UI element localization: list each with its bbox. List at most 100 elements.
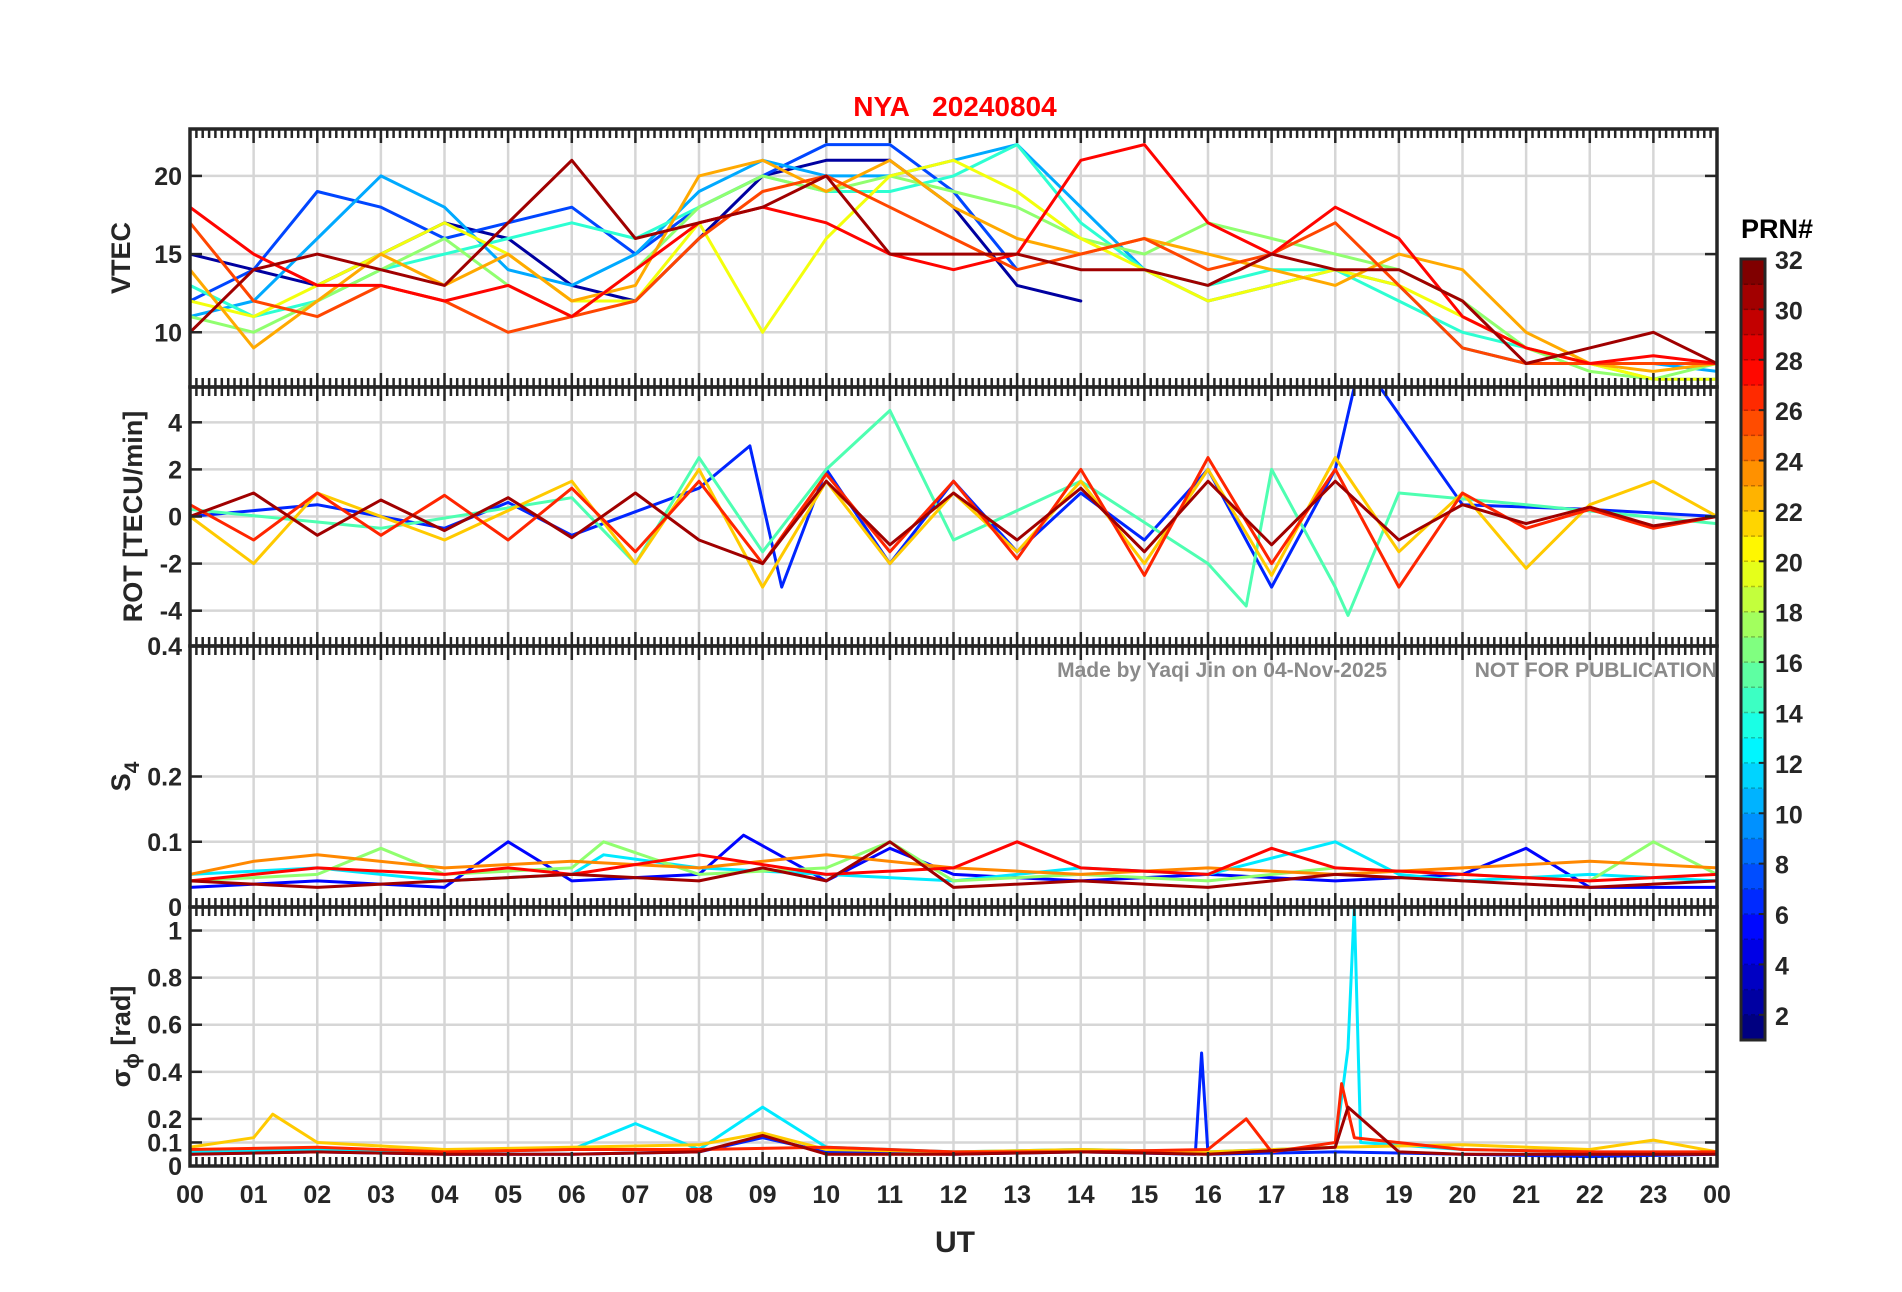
colorbar-segment: [1741, 586, 1765, 613]
series-group: [190, 143, 1717, 381]
x-tick-label: 11: [877, 1181, 904, 1209]
colorbar-tick-label: 14: [1775, 700, 1803, 728]
y-tick-label: -2: [160, 551, 182, 579]
y-tick-label: 0.8: [147, 965, 182, 993]
x-tick-label: 00: [1703, 1181, 1731, 1209]
x-tick-label: 04: [431, 1181, 459, 1209]
colorbar-tick-label: 32: [1775, 247, 1803, 275]
colorbar-tick-label: 8: [1775, 852, 1789, 880]
colorbar-segment: [1741, 259, 1765, 285]
watermark-author: Made by Yaqi Jin on 04-Nov-2025: [1057, 659, 1387, 682]
panel-4: 00.10.2 0.4 0.6 0.8 1 σϕ [rad]: [106, 905, 1719, 1181]
chart-title: NYA 20240804: [853, 91, 1057, 122]
y-tick-label: 20: [154, 163, 182, 191]
colorbar-segment: [1741, 788, 1765, 814]
x-tick-label: 17: [1258, 1181, 1286, 1209]
colorbar-segment: [1741, 687, 1765, 714]
x-tick-label: 21: [1512, 1181, 1540, 1209]
colorbar-segment: [1741, 284, 1765, 310]
colorbar-segment: [1741, 485, 1765, 512]
y-tick-label: 0.1: [147, 829, 182, 857]
y-tick-label: 0: [168, 894, 182, 922]
y-tick-label: 1: [168, 918, 182, 946]
colorbar-segment: [1741, 636, 1765, 663]
y-tick-label: 10: [154, 319, 182, 347]
series-line-prn-27: [190, 1082, 1717, 1154]
y-tick-label: 0.2: [147, 764, 182, 792]
colorbar-segment: [1741, 359, 1765, 386]
x-tick-label: 05: [494, 1181, 522, 1209]
series-group: [190, 387, 1717, 617]
series-line-prn-28: [190, 143, 1717, 365]
series-line-prn-27: [190, 456, 1717, 589]
x-tick-label: 22: [1576, 1181, 1604, 1209]
colorbar-tick-label: 4: [1775, 952, 1789, 980]
y-axis-label: ROT [TECU/min]: [118, 411, 148, 622]
x-tick-label: 06: [558, 1181, 586, 1209]
x-tick-label: 16: [1194, 1181, 1222, 1209]
colorbar-segment: [1741, 838, 1765, 865]
colorbar-texture: [1744, 283, 1762, 1016]
y-tick-label: 2: [168, 456, 182, 484]
colorbar-segment: [1741, 536, 1765, 562]
x-tick-label: 15: [1130, 1181, 1158, 1209]
colorbar-tick-label: 6: [1775, 902, 1789, 930]
x-tick-label: 00: [176, 1181, 204, 1209]
panel-2: -4 -2 0 2 4 ROT [TECU/min]: [118, 385, 1719, 648]
y-tick-label: 0.1: [147, 1129, 182, 1157]
y-tick-label: 4: [168, 409, 182, 437]
y-axis-label: VTEC: [106, 222, 136, 294]
y-tick-label: 0: [168, 504, 182, 532]
x-tick-label: 02: [303, 1181, 331, 1209]
colorbar-tick-label: 10: [1775, 801, 1803, 829]
watermark-notice: NOT FOR PUBLICATION: [1475, 659, 1717, 682]
series-line-prn-14: [190, 143, 1717, 381]
colorbar-tick-label: 2: [1775, 1003, 1789, 1031]
x-tick-label: 01: [240, 1181, 268, 1209]
colorbar-tick-label: 28: [1775, 348, 1803, 376]
series-line-prn-15: [190, 409, 1717, 617]
colorbar-segment: [1741, 863, 1765, 890]
colorbar-segment: [1741, 510, 1765, 537]
x-tick-label: 08: [685, 1181, 713, 1209]
y-tick-label: 0: [168, 1153, 182, 1181]
x-axis: 00 01 02 03 04 05 06 07 08 09 10 11 12 13 14 15 16 17 18 19…: [176, 1181, 1731, 1209]
colorbar-segment: [1741, 334, 1765, 361]
colorbar-segment: [1741, 435, 1765, 462]
x-tick-label: 09: [749, 1181, 777, 1209]
colorbar-label: PRN#: [1741, 214, 1813, 244]
colorbar-segment: [1741, 561, 1765, 588]
colorbar-segment: [1741, 762, 1765, 789]
x-tick-label: 23: [1639, 1181, 1667, 1209]
colorbar-segment: [1741, 662, 1765, 688]
x-tick-label: 10: [812, 1181, 840, 1209]
colorbar-tick-label: 18: [1775, 600, 1803, 628]
x-tick-label: 13: [1003, 1181, 1031, 1209]
colorbar-segment: [1741, 888, 1765, 915]
colorbar-segment: [1741, 914, 1765, 940]
series-line-prn-31: [190, 158, 1717, 365]
series-line-prn-22: [190, 456, 1717, 589]
colorbar-segment: [1741, 813, 1765, 840]
colorbar-segment: [1741, 737, 1765, 764]
y-tick-label: 15: [154, 241, 182, 269]
panel-3: 0 0.1 0.2 0.4 S4: [106, 633, 1719, 922]
series-line-prn-31: [190, 840, 1717, 889]
y-tick-label: 0.4: [147, 1059, 182, 1087]
colorbar-tick-label: 20: [1775, 549, 1803, 577]
colorbar-tick-label: 24: [1775, 449, 1803, 477]
series-line-prn-24: [190, 853, 1717, 876]
x-tick-label: 03: [367, 1181, 395, 1209]
colorbar-tick-label: 22: [1775, 499, 1803, 527]
colorbar-tick-label: 30: [1775, 297, 1803, 325]
x-tick-label: 19: [1385, 1181, 1413, 1209]
colorbar-segment: [1741, 410, 1765, 436]
colorbar-tick-label: 16: [1775, 650, 1803, 678]
x-tick-label: 12: [940, 1181, 968, 1209]
x-tick-label: 18: [1321, 1181, 1349, 1209]
colorbar-segment: [1741, 989, 1765, 1016]
colorbar-segment: [1741, 309, 1765, 336]
